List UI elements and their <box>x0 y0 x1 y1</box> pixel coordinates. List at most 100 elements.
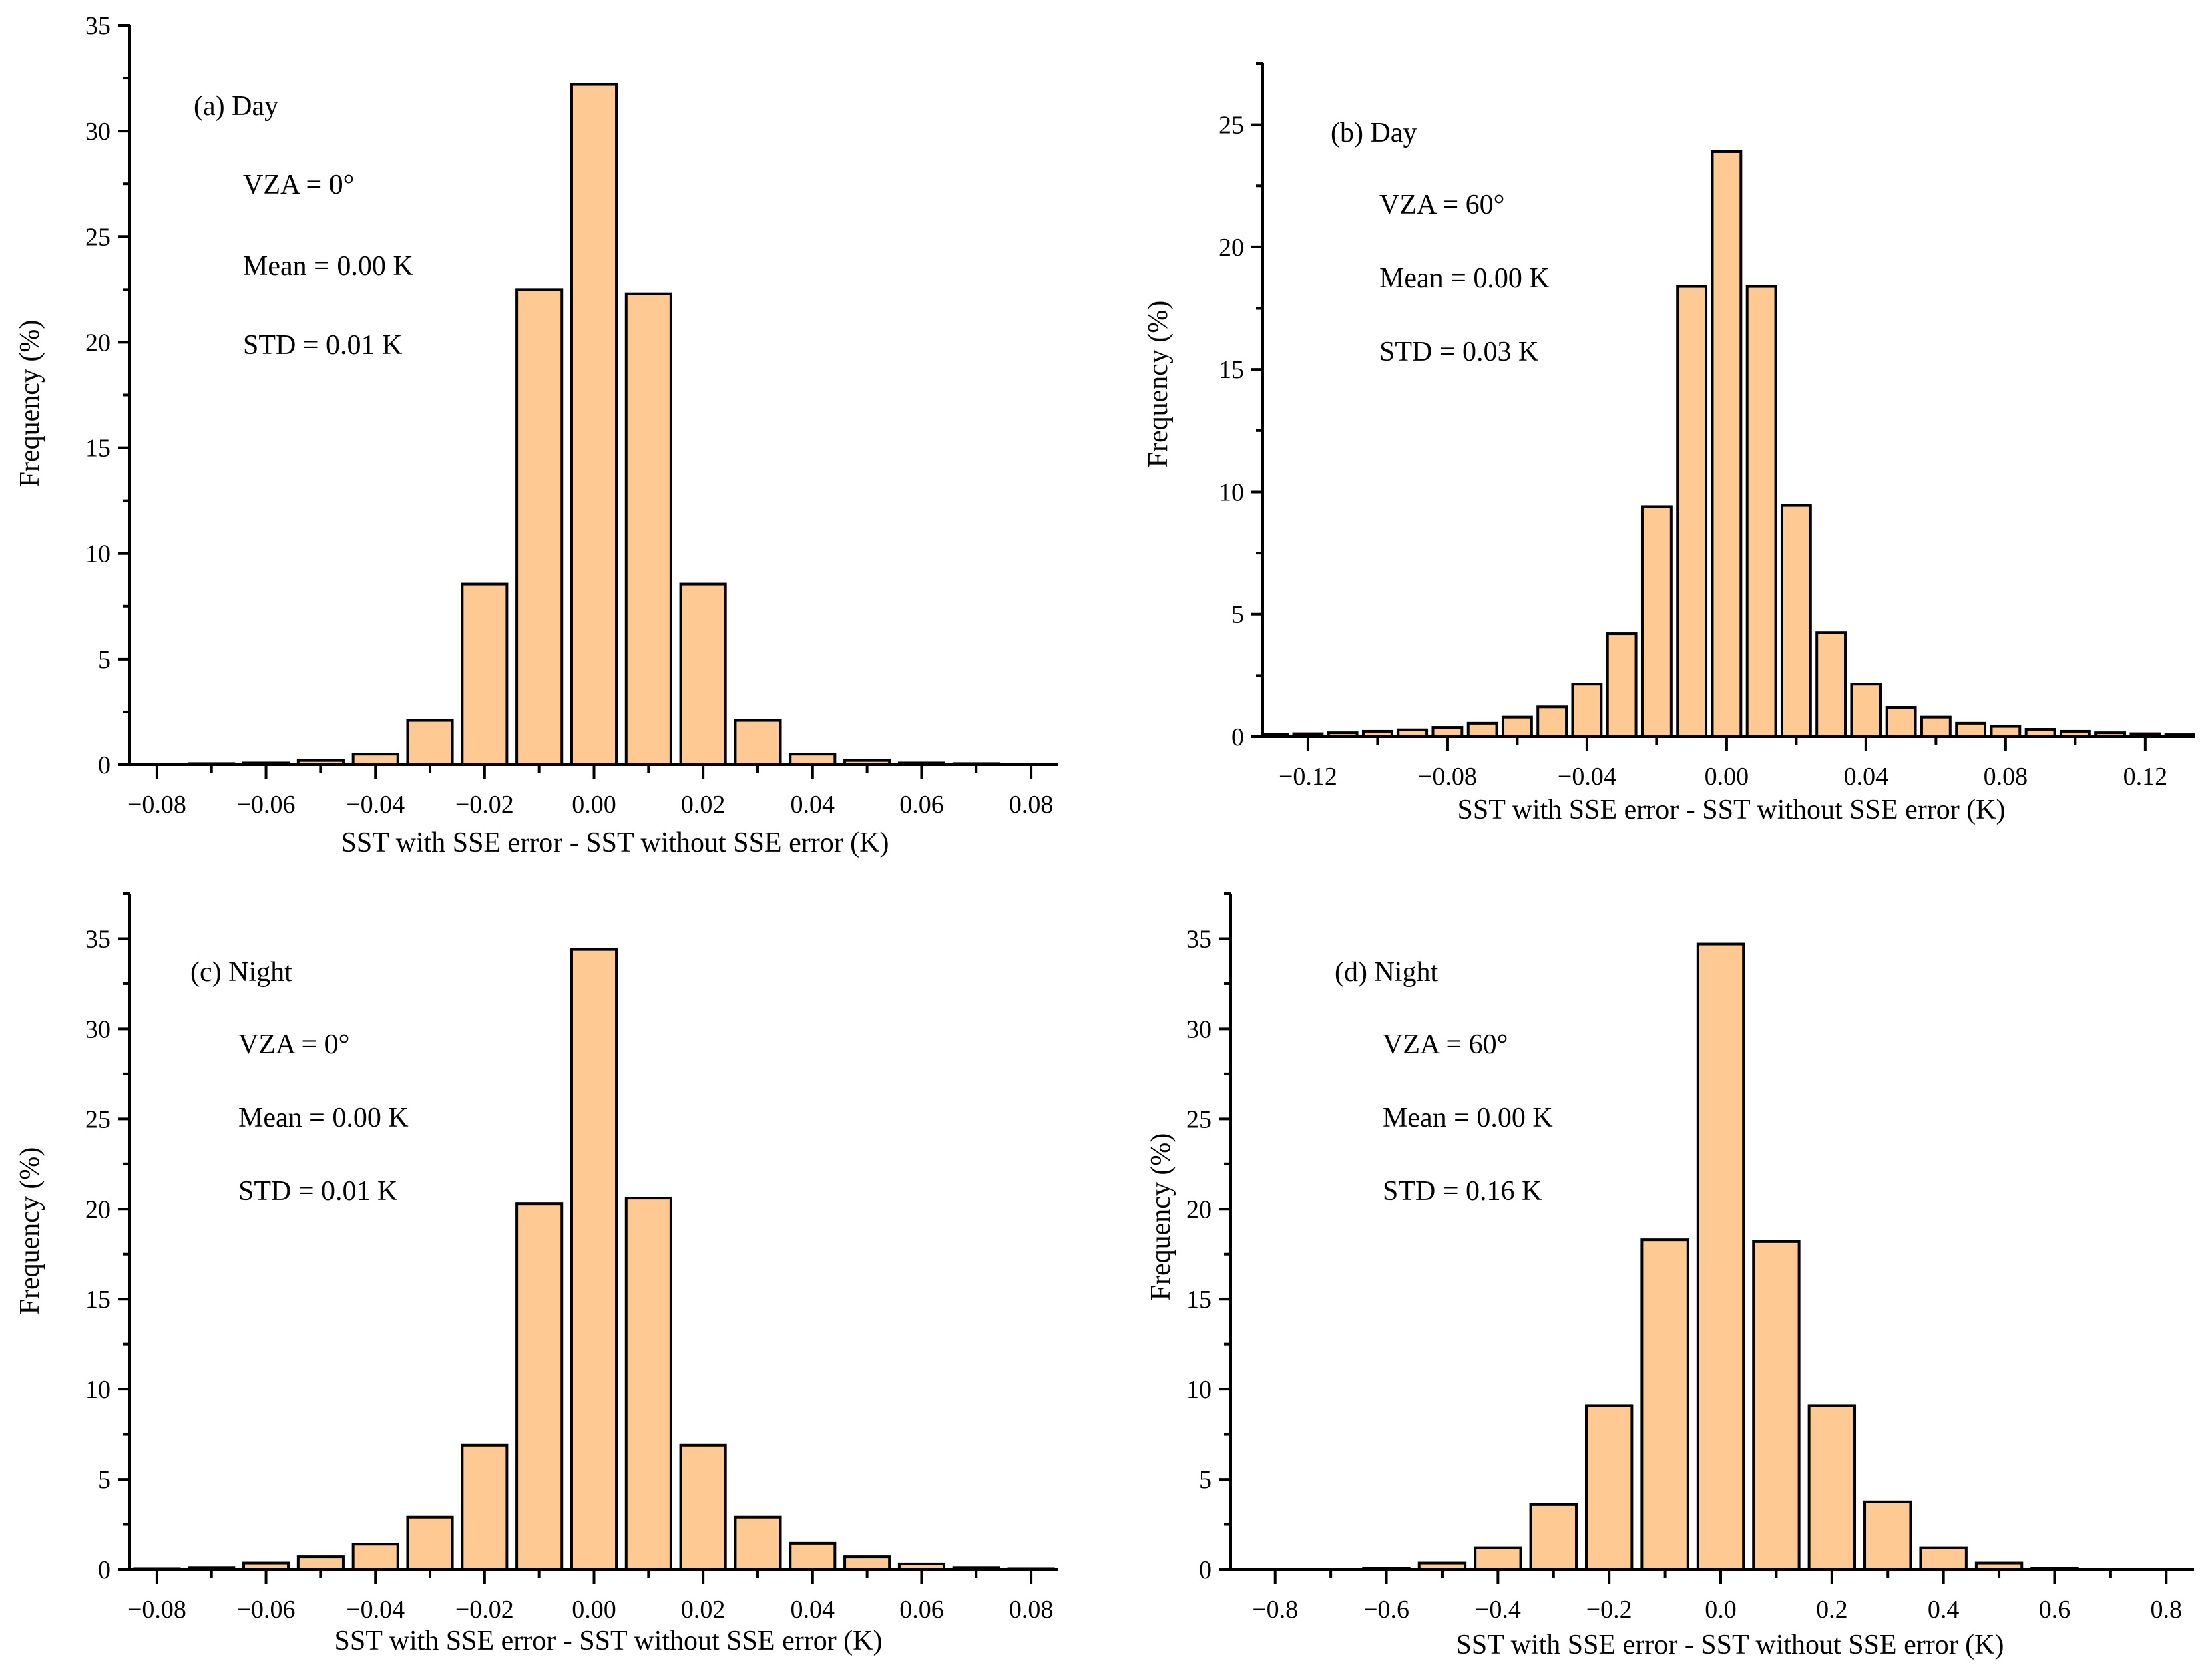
histogram-bar <box>1640 505 1673 738</box>
x-tick-label: 0.6 <box>2039 1596 2071 1624</box>
annotation-std: STD = 0.03 K <box>1379 337 1538 367</box>
x-tick-label: −0.04 <box>346 791 405 819</box>
histogram-bar <box>1640 1238 1689 1571</box>
histogram-bar <box>1501 715 1533 739</box>
y-tick-label: 30 <box>85 1015 111 1043</box>
y-tick-label: 20 <box>85 1195 111 1224</box>
y-axis-label: Frequency (%) <box>15 320 45 488</box>
histogram-bar <box>351 1543 399 1571</box>
histogram-bar <box>1885 706 1917 738</box>
histogram-bar <box>734 719 782 766</box>
histogram-bar <box>1466 721 1498 738</box>
histogram-bar <box>1529 1503 1578 1571</box>
histogram-bar <box>1536 705 1568 739</box>
y-axis-label: Frequency (%) <box>1143 301 1174 468</box>
x-tick-label: 0.02 <box>681 791 726 819</box>
y-tick-label: 0 <box>98 751 111 779</box>
y-tick-label: 0 <box>1231 723 1244 751</box>
y-axis-label: Frequency (%) <box>15 1147 45 1315</box>
annotation-vza: VZA = 60° <box>1383 1029 1508 1060</box>
x-tick-label: −0.02 <box>455 1596 514 1624</box>
panel-d-night-vza60: (d) Night VZA = 60° Mean = 0.00 K STD = … <box>1146 892 2194 1660</box>
histogram-bar <box>461 1443 509 1571</box>
x-tick-label: −0.06 <box>237 1596 296 1624</box>
y-tick-label: 10 <box>85 1376 111 1404</box>
y-tick-label: 0 <box>1199 1556 1212 1584</box>
y-tick-label: 25 <box>1186 1105 1212 1133</box>
annotation-mean: Mean = 0.00 K <box>238 1103 409 1133</box>
x-tick-label: −0.4 <box>1475 1596 1521 1624</box>
x-tick-label: 0.02 <box>681 1596 726 1624</box>
histogram-bar <box>1990 725 2022 739</box>
histogram-bar <box>1955 721 1987 738</box>
histogram-bar <box>624 292 672 766</box>
x-tick-label: −0.08 <box>128 791 186 819</box>
x-tick-label: −0.02 <box>455 791 514 819</box>
histogram-bar <box>515 288 564 767</box>
histogram-bar <box>1571 683 1603 739</box>
histogram-bar <box>734 1515 782 1571</box>
x-tick-label: −0.08 <box>128 1596 186 1624</box>
histogram-bar <box>1780 504 1812 739</box>
y-tick-label: 20 <box>1186 1195 1212 1224</box>
y-tick-label: 15 <box>85 435 111 463</box>
x-tick-label: 0.2 <box>1816 1596 1848 1624</box>
histogram-bar <box>679 1443 727 1571</box>
annotation-vza: VZA = 0° <box>243 170 354 200</box>
y-tick-label: 35 <box>1186 925 1212 953</box>
y-tick-label: 10 <box>1186 1376 1212 1404</box>
x-tick-label: 0.04 <box>791 1596 835 1624</box>
panel-title: (b) Day <box>1331 118 1417 148</box>
x-tick-label: 0.00 <box>572 1596 616 1624</box>
histogram-bar <box>351 753 399 766</box>
histogram-bar <box>570 83 618 766</box>
x-tick-label: 0.04 <box>791 791 835 819</box>
annotation-mean: Mean = 0.00 K <box>1379 263 1550 294</box>
panel-c-night-vza0: (c) Night VZA = 0° Mean = 0.00 K STD = 0… <box>15 892 1058 1656</box>
annotation-std: STD = 0.01 K <box>238 1176 397 1207</box>
x-tick-label: −0.08 <box>1418 763 1477 791</box>
histogram-bar <box>843 1555 891 1571</box>
x-axis-label: SST with SSE error - SST without SSE err… <box>341 827 889 858</box>
histogram-bar <box>1863 1500 1912 1571</box>
x-tick-label: 0.06 <box>899 1596 944 1624</box>
annotation-mean: Mean = 0.00 K <box>243 251 413 282</box>
x-tick-label: 0.00 <box>1705 763 1749 791</box>
histogram-bar <box>1815 631 1847 739</box>
y-tick-label: 25 <box>85 223 111 251</box>
annotation-vza: VZA = 60° <box>1379 190 1504 220</box>
x-tick-label: −0.12 <box>1279 763 1337 791</box>
histogram-bar <box>679 582 727 767</box>
histogram-bar <box>1745 285 1777 739</box>
y-tick-label: 0 <box>98 1556 111 1584</box>
histogram-bar <box>406 719 454 766</box>
annotation-std: STD = 0.16 K <box>1383 1176 1542 1207</box>
x-axis-label: SST with SSE error - SST without SSE err… <box>335 1626 883 1656</box>
x-tick-label: 0.00 <box>572 791 616 819</box>
histogram-bar <box>1474 1546 1522 1571</box>
histogram-bar <box>1920 715 1952 739</box>
histogram-bar <box>406 1515 454 1571</box>
x-tick-label: 0.06 <box>899 791 944 819</box>
x-axis-label: SST with SSE error - SST without SSE err… <box>1456 1630 2004 1660</box>
annotation-vza: VZA = 0° <box>238 1029 349 1060</box>
x-tick-label: 0.4 <box>1928 1596 1960 1624</box>
x-tick-label: 0.08 <box>1984 763 2028 791</box>
x-tick-label: 0.0 <box>1705 1596 1737 1624</box>
x-tick-label: −0.8 <box>1252 1596 1298 1624</box>
panel-title: (a) Day <box>194 91 278 122</box>
histogram-bar <box>1606 632 1638 738</box>
histogram-bar <box>1850 683 1882 739</box>
x-tick-label: 0.08 <box>1009 791 1054 819</box>
histogram-bar <box>1584 1404 1634 1571</box>
y-tick-label: 5 <box>98 1466 111 1494</box>
x-tick-label: 0.08 <box>1009 1596 1054 1624</box>
histogram-bar <box>1807 1404 1857 1571</box>
y-tick-label: 10 <box>85 540 111 568</box>
y-tick-label: 5 <box>1231 601 1244 629</box>
x-tick-label: 0.04 <box>1844 763 1889 791</box>
y-tick-label: 25 <box>1219 112 1244 140</box>
histogram-bar <box>1431 726 1464 739</box>
histogram-bar <box>1676 285 1708 739</box>
histogram-bar <box>1711 150 1743 738</box>
